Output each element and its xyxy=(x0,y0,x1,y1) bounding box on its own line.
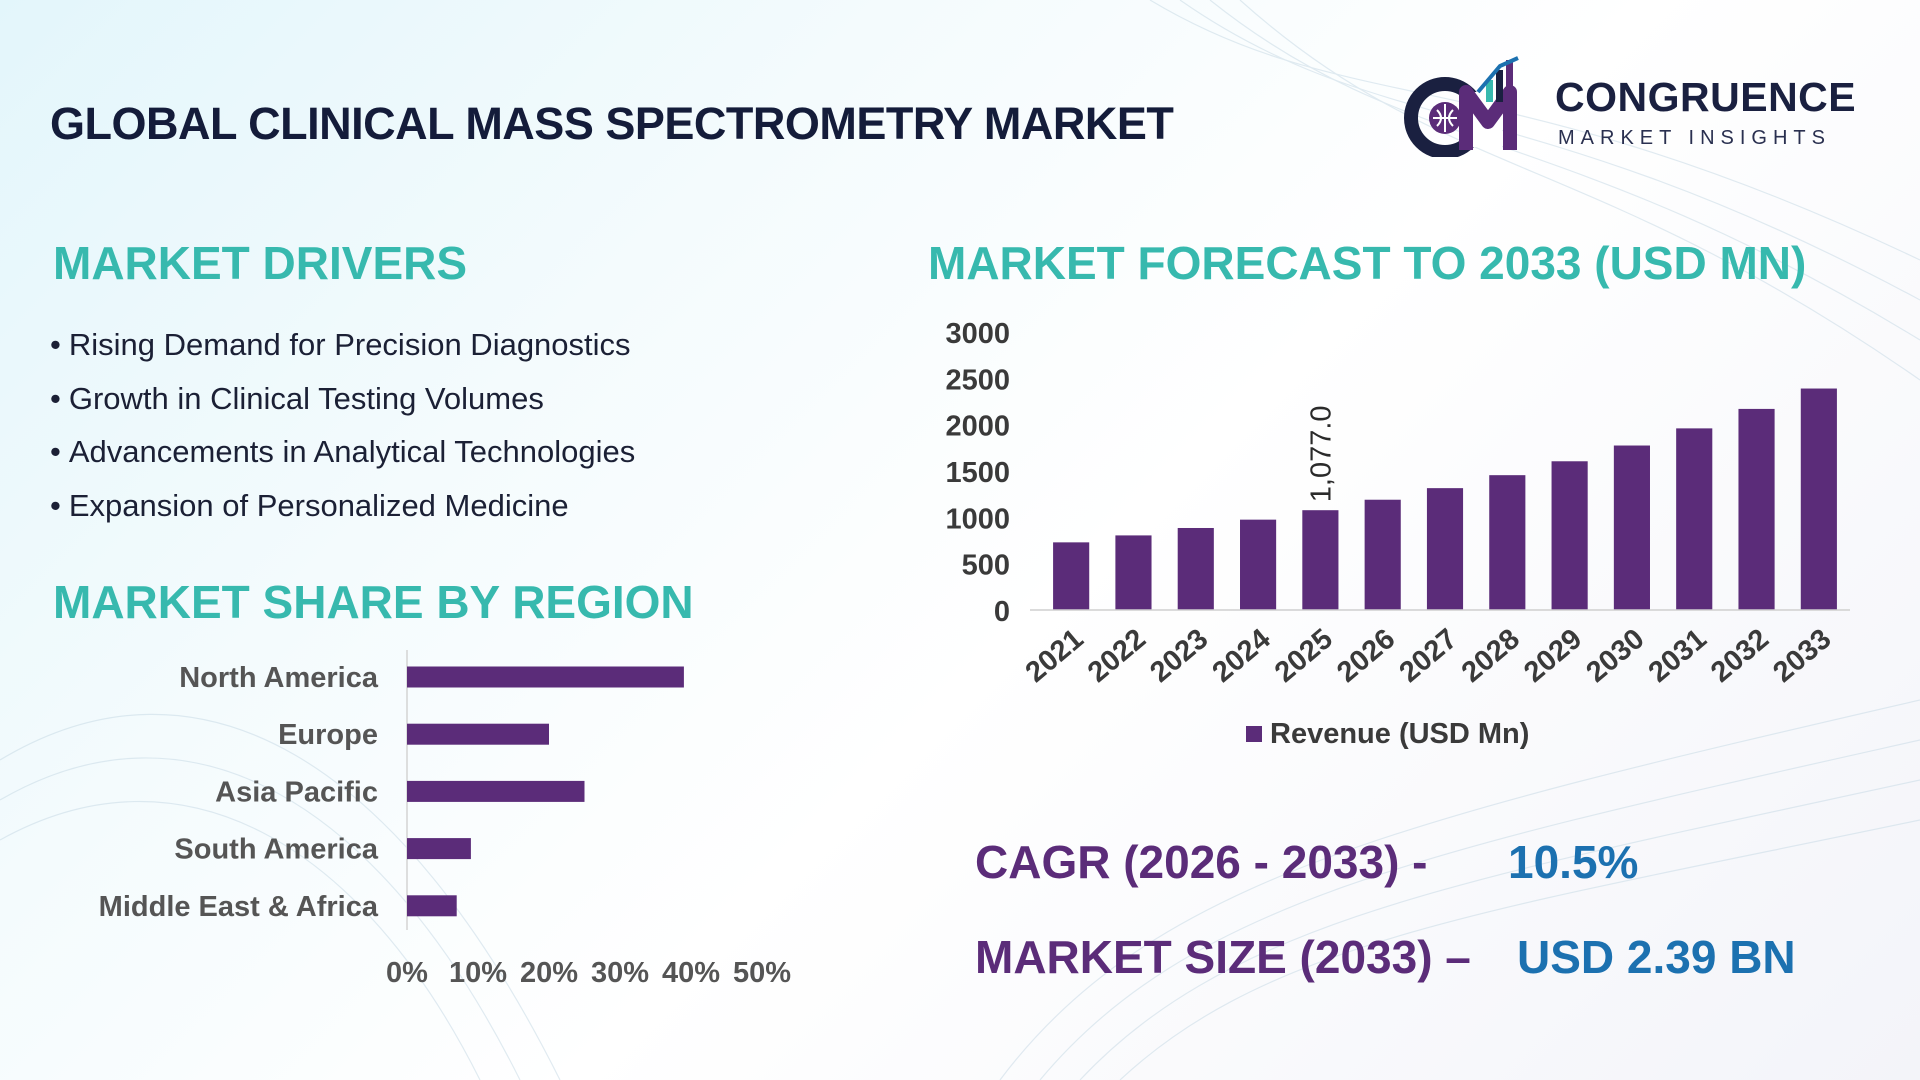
forecast-bar xyxy=(1551,461,1588,610)
market-size-label: MARKET SIZE (2033) – xyxy=(975,931,1471,983)
forecast-bar xyxy=(1489,475,1526,610)
region-bar xyxy=(407,666,684,688)
legend-swatch xyxy=(1246,726,1262,742)
forecast-bar xyxy=(1240,519,1277,610)
x-tick-label: 2030 xyxy=(1580,623,1650,689)
drivers-heading: MARKET DRIVERS xyxy=(53,237,468,289)
x-tick-label: 2025 xyxy=(1269,623,1339,689)
region-heading: MARKET SHARE BY REGION xyxy=(53,576,694,628)
cagr-label: CAGR (2026 - 2033) - xyxy=(975,836,1428,888)
forecast-bar xyxy=(1738,408,1775,610)
forecast-bar xyxy=(1676,428,1713,610)
forecast-chart: 0 500 1000 1500 2000 2500 3000 2021202220232024… xyxy=(945,318,1850,750)
region-label: South America xyxy=(174,834,378,866)
y-tick-label: 1000 xyxy=(945,503,1010,535)
x-tick-label: 2033 xyxy=(1767,623,1837,689)
y-tick-label: 2500 xyxy=(945,364,1010,396)
x-tick-label: 2028 xyxy=(1456,623,1526,689)
region-bar xyxy=(407,838,471,860)
forecast-bar xyxy=(1800,388,1837,610)
x-tick-label: 2021 xyxy=(1020,623,1090,689)
region-share-chart: North America Europe Asia Pacific South Ame… xyxy=(99,650,791,989)
forecast-bar xyxy=(1177,527,1214,610)
x-tick-label: 2027 xyxy=(1394,623,1464,689)
y-tick-label: 500 xyxy=(962,550,1010,582)
x-tick-label: 2026 xyxy=(1331,623,1401,689)
forecast-bar xyxy=(1364,499,1401,610)
x-tick-label: 0% xyxy=(386,957,428,989)
region-bar xyxy=(407,895,457,917)
region-label: Europe xyxy=(278,719,378,751)
legend-label: Revenue (USD Mn) xyxy=(1270,718,1529,750)
forecast-bar xyxy=(1426,488,1464,610)
driver-item: Expansion of Personalized Medicine xyxy=(50,483,635,537)
logo-mark-icon xyxy=(1404,56,1519,157)
driver-item: Growth in Clinical Testing Volumes xyxy=(50,376,635,430)
market-size-value: USD 2.39 BN xyxy=(1517,931,1796,983)
x-tick-label: 10% xyxy=(449,957,507,989)
x-tick-label: 2023 xyxy=(1144,623,1214,689)
x-tick-label: 30% xyxy=(591,957,649,989)
cagr-value: 10.5% xyxy=(1508,836,1639,888)
region-bar xyxy=(407,780,585,802)
x-tick-label: 2032 xyxy=(1705,623,1775,689)
region-label: North America xyxy=(179,662,379,694)
x-tick-label: 50% xyxy=(733,957,791,989)
x-tick-label: 2022 xyxy=(1082,623,1152,689)
y-tick-label: 0 xyxy=(994,596,1010,628)
brand-name: CONGRUENCE xyxy=(1555,74,1857,120)
data-label: 1,077.0 xyxy=(1305,405,1337,502)
page-title: GLOBAL CLINICAL MASS SPECTROMETRY MARKET xyxy=(50,98,1174,149)
brand-tagline: MARKET INSIGHTS xyxy=(1558,127,1831,149)
region-label: Asia Pacific xyxy=(215,776,378,808)
y-tick-label: 2000 xyxy=(945,411,1010,443)
x-tick-label: 2031 xyxy=(1643,623,1713,689)
driver-item: Advancements in Analytical Technologies xyxy=(50,429,635,483)
forecast-bar xyxy=(1613,445,1650,610)
x-tick-label: 2024 xyxy=(1207,623,1277,689)
forecast-bar xyxy=(1302,510,1339,610)
region-label: Middle East & Africa xyxy=(99,891,379,923)
x-tick-label: 40% xyxy=(662,957,720,989)
y-tick-label: 3000 xyxy=(945,318,1010,350)
x-tick-label: 2029 xyxy=(1518,623,1588,689)
y-tick-label: 1500 xyxy=(945,457,1010,489)
forecast-bar xyxy=(1053,542,1090,610)
region-bar xyxy=(407,723,549,745)
forecast-bar xyxy=(1115,535,1152,610)
driver-item: Rising Demand for Precision Diagnostics xyxy=(50,322,635,376)
drivers-list: Rising Demand for Precision Diagnostics … xyxy=(50,322,635,536)
x-tick-label: 20% xyxy=(520,957,578,989)
forecast-heading: MARKET FORECAST TO 2033 (USD MN) xyxy=(928,237,1807,289)
